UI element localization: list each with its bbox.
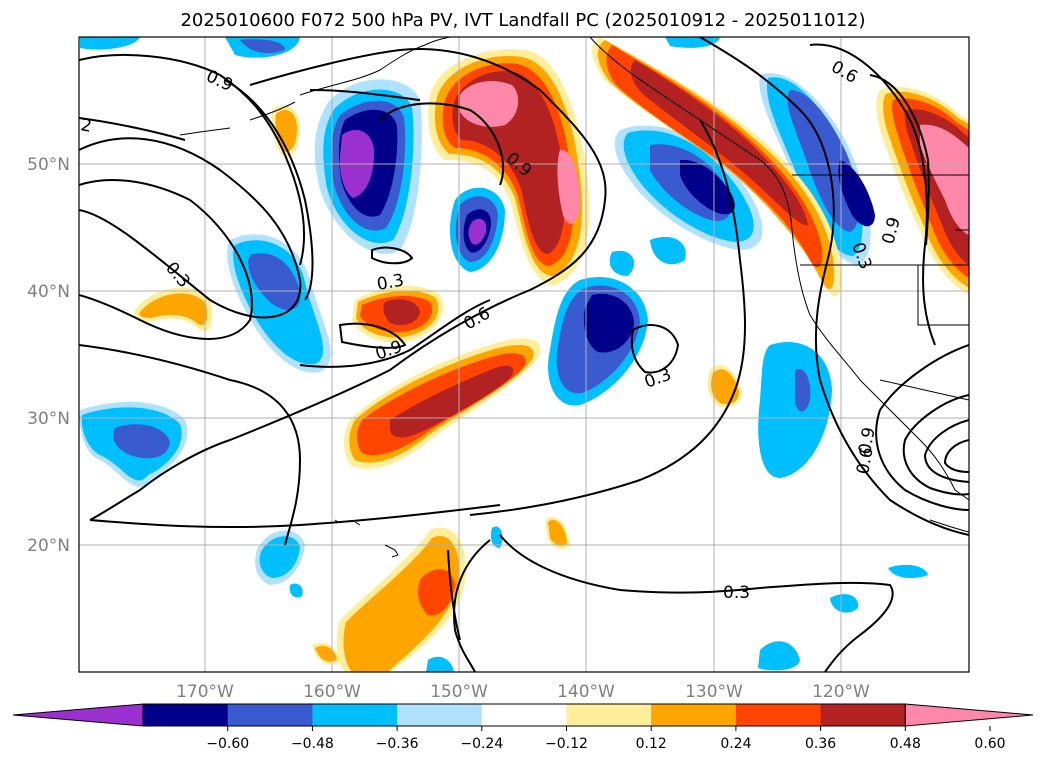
- colorbar-segment: [397, 704, 483, 726]
- lat-tick-label: 50°N: [27, 155, 70, 175]
- contour-label: 0.6: [853, 446, 877, 476]
- lat-tick-label: 20°N: [27, 536, 70, 556]
- map-area: 0.9 2 0.9 0.3 0.3 0.6 0.9 0.3 0.6 0.9 0.…: [79, 37, 969, 672]
- lon-tick-label: 140°W: [557, 682, 615, 702]
- colorbar-tick-label: 0.48: [890, 736, 921, 752]
- colorbar: −0.60 −0.48 −0.36 −0.24 −0.12 0.12 0.24 0.36 0.4…: [12, 703, 1034, 752]
- lat-tick-label: 40°N: [27, 282, 70, 302]
- longitude-tick-labels: 170°W 160°W 150°W 140°W 130°W 120°W: [176, 682, 870, 702]
- colorbar-segment: [735, 704, 822, 726]
- lon-tick-label: 130°W: [685, 682, 743, 702]
- figure-title: 2025010600 F072 500 hPa PV, IVT Landfall…: [180, 10, 865, 31]
- contour-label: 0.3: [723, 583, 750, 603]
- lon-tick-label: 170°W: [176, 682, 234, 702]
- colorbar-segment: [227, 704, 313, 726]
- colorbar-tick-label: −0.48: [291, 736, 334, 752]
- map-frame: [78, 36, 970, 673]
- colorbar-segment: [566, 704, 652, 726]
- colorbar-extend-high: [904, 703, 1034, 727]
- colorbar-extend-low: [12, 703, 144, 727]
- colorbar-tick-label: −0.24: [460, 736, 503, 752]
- contour-label: 0.3: [375, 271, 405, 295]
- colorbar-tick-label: 0.36: [805, 736, 836, 752]
- latitude-tick-labels: 50°N 40°N 30°N 20°N: [27, 155, 70, 556]
- colorbar-segment: [312, 704, 398, 726]
- map-gridlines: [79, 37, 969, 672]
- colorbar-tick-label: −0.60: [206, 736, 249, 752]
- colorbar-segment: [143, 704, 229, 726]
- contour-label: 0.9: [855, 426, 879, 456]
- colorbar-tick-label: 0.12: [636, 736, 667, 752]
- colorbar-tick-label: 0.24: [720, 736, 751, 752]
- colorbar-frame: [142, 703, 906, 727]
- colorbar-tick-label: −0.12: [545, 736, 588, 752]
- contour-lines: [79, 37, 969, 672]
- negative-anomaly-regions: [79, 37, 928, 672]
- colorbar-segment: [481, 704, 567, 726]
- colorbar-tick-label: −0.36: [376, 736, 419, 752]
- colorbar-segment: [820, 704, 906, 726]
- lon-tick-label: 120°W: [812, 682, 870, 702]
- lon-tick-label: 150°W: [430, 682, 488, 702]
- lon-tick-label: 160°W: [303, 682, 361, 702]
- colorbar-tick-label: 0.60: [974, 736, 1005, 752]
- colorbar-segment: [651, 704, 737, 726]
- coastlines: [179, 37, 969, 558]
- contour-label: 2: [79, 115, 93, 137]
- lat-tick-label: 30°N: [27, 409, 70, 429]
- colorbar-segments: [12, 703, 1034, 727]
- colorbar-tick-labels: −0.60 −0.48 −0.36 −0.24 −0.12 0.12 0.24 0.36 0.4…: [206, 726, 1006, 752]
